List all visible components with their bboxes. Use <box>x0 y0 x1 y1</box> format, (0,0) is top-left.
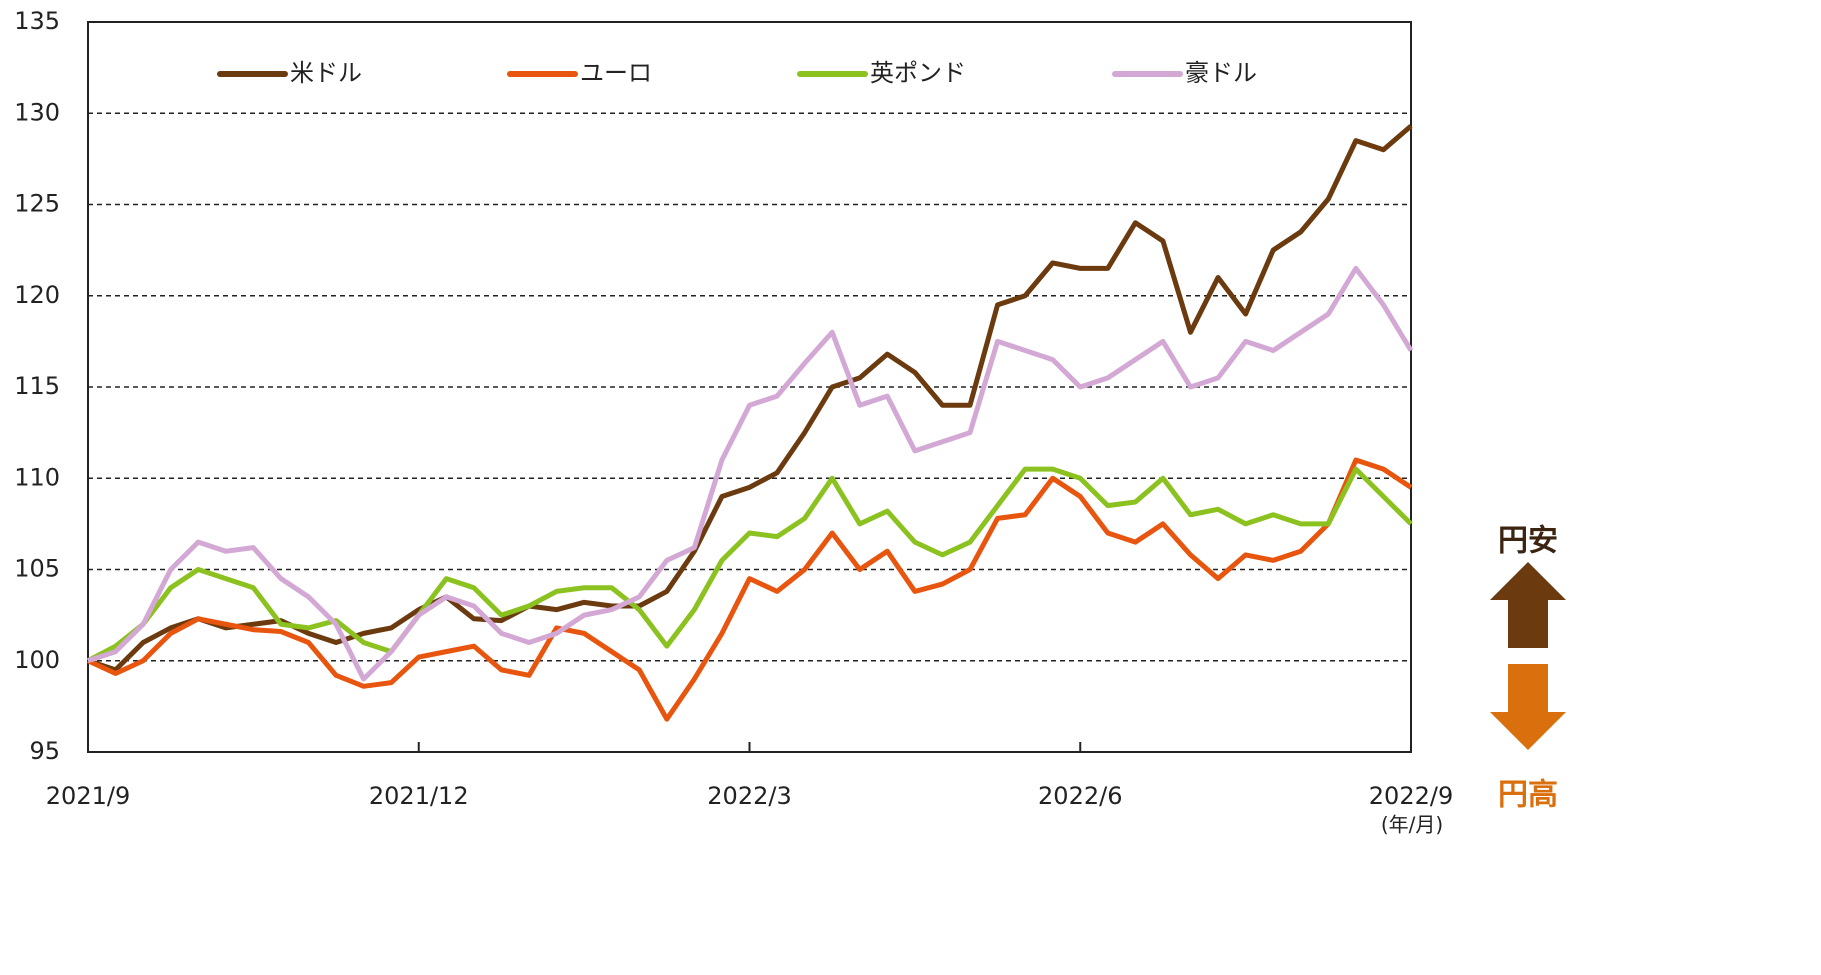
x-tick-label: 2022/6 <box>1038 782 1122 810</box>
series-line <box>87 265 1414 682</box>
series-line <box>86 466 1413 663</box>
y-tick-label: 135 <box>14 7 60 35</box>
legend-label: 豪ドル <box>1185 59 1257 87</box>
y-tick-label: 125 <box>14 190 60 218</box>
series-line <box>86 457 1413 722</box>
x-tick-label: 2022/3 <box>707 782 791 810</box>
legend-label: 英ポンド <box>870 59 966 87</box>
series-line <box>87 124 1413 673</box>
legend-label: ユーロ <box>580 59 652 87</box>
y-tick-label: 105 <box>14 555 60 583</box>
annotation: 円安 <box>1498 524 1558 559</box>
annotation: 円高 <box>1498 778 1558 813</box>
y-tick-label: 120 <box>14 281 60 309</box>
y-tick-label: 95 <box>29 737 60 765</box>
y-tick-label: 115 <box>14 372 60 400</box>
y-tick-label: 100 <box>14 646 60 674</box>
x-tick-label: 2021/9 <box>46 782 130 810</box>
legend-label: 米ドル <box>290 59 362 87</box>
x-axis-label: (年/月) <box>1381 813 1443 837</box>
x-tick-label: 2022/9 <box>1369 782 1453 810</box>
x-tick-label: 2021/12 <box>369 782 469 810</box>
arrow-up <box>1490 562 1566 648</box>
y-tick-label: 130 <box>14 98 60 126</box>
arrow-down <box>1490 664 1566 750</box>
plot-frame <box>87 21 1412 753</box>
y-tick-label: 110 <box>14 463 60 491</box>
